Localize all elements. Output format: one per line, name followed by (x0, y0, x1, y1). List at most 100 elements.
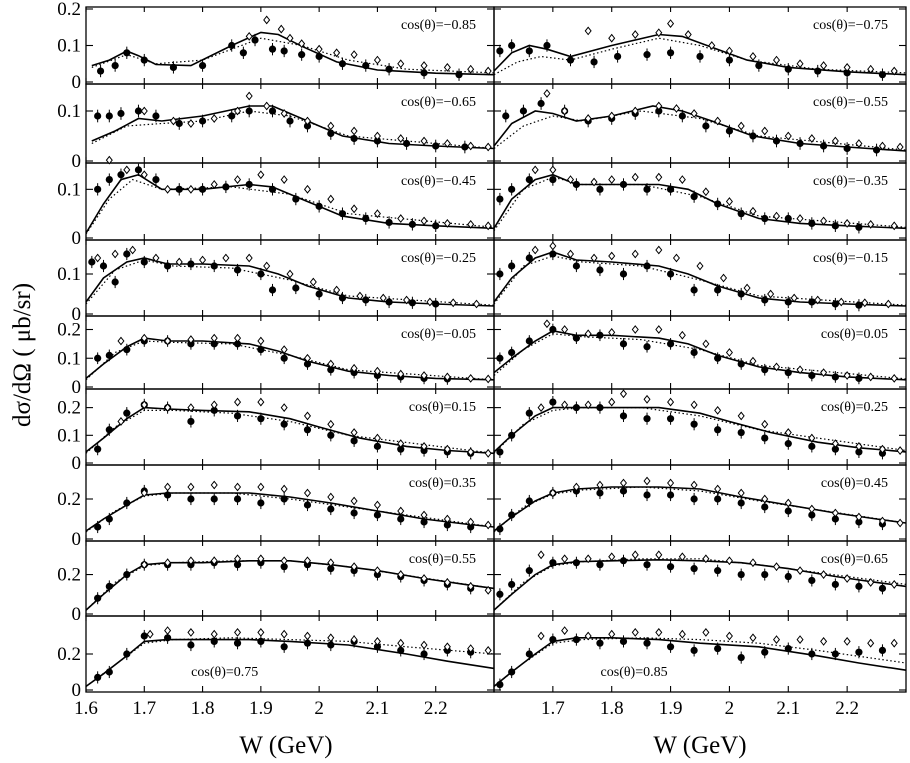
data-point-open (245, 253, 253, 263)
dotted-curve (91, 37, 495, 74)
data-point-filled (737, 360, 745, 368)
data-point-filled (525, 254, 533, 262)
data-point-filled (737, 428, 745, 437)
data-point-open (678, 629, 686, 639)
data-point-filled (105, 351, 113, 359)
dotted-curve (493, 637, 907, 687)
data-point-open (420, 136, 428, 146)
data-point-filled (508, 41, 516, 50)
data-point-open (843, 371, 851, 380)
data-point-filled (94, 594, 102, 602)
data-point-open (449, 298, 457, 308)
data-point-filled (373, 643, 382, 651)
data-point-open (123, 165, 131, 175)
panel-label: cos(θ)=−0.45 (401, 174, 476, 189)
data-point-open (767, 289, 775, 299)
data-point-filled (784, 369, 792, 377)
data-point-filled (134, 107, 143, 115)
data-point-filled (690, 348, 698, 357)
data-point-filled (362, 296, 370, 304)
data-point-filled (843, 144, 851, 153)
panel-label: cos(θ)=0.35 (409, 476, 476, 491)
data-point-open (761, 419, 769, 429)
solid-curve (91, 105, 495, 150)
data-point-open (152, 253, 160, 263)
data-point-open (373, 433, 381, 443)
data-point-filled (714, 495, 722, 503)
data-point-filled (123, 570, 131, 579)
data-point-open (631, 106, 639, 116)
data-point-filled (596, 331, 604, 339)
data-point-filled (105, 668, 113, 676)
data-point-filled (596, 489, 604, 497)
data-point-open (761, 126, 769, 136)
data-point-filled (519, 107, 528, 115)
data-point-filled (315, 52, 323, 61)
data-point-open (655, 101, 663, 111)
panel-2: cos(θ)=−0.75 (493, 6, 907, 85)
y-axis-title: dσ/dΩ ( μb/sr) (9, 283, 36, 427)
data-point-open (117, 336, 125, 346)
panel-label: cos(θ)=0.75 (191, 665, 258, 680)
data-point-filled (362, 214, 370, 223)
data-point-open (234, 175, 242, 185)
data-point-open (397, 134, 405, 143)
data-point-filled (94, 445, 102, 453)
data-point-filled (872, 146, 881, 154)
panel-label: cos(θ)=−0.25 (401, 251, 476, 266)
data-point-open (655, 172, 663, 182)
data-point-open (467, 581, 475, 591)
data-point-open (772, 55, 781, 65)
data-point-filled (655, 107, 663, 115)
data-point-filled (467, 523, 475, 531)
data-point-open (303, 488, 312, 498)
data-point-filled (94, 673, 102, 682)
data-point-filled (303, 426, 312, 434)
data-point-filled (525, 567, 533, 575)
data-point-open (403, 295, 411, 305)
data-point-open (749, 52, 757, 61)
data-point-open (708, 41, 716, 50)
data-point-open (584, 26, 592, 36)
data-point-filled (525, 176, 533, 184)
panel-label: cos(θ)=0.55 (409, 552, 476, 567)
data-point-open (187, 403, 195, 413)
data-point-open (667, 397, 675, 407)
panel-10: cos(θ)=0.05 (493, 315, 907, 390)
data-point-filled (123, 409, 131, 417)
data-point-filled (508, 580, 516, 589)
data-point-filled (808, 511, 816, 519)
data-point-open (590, 253, 598, 263)
data-point-open (590, 177, 598, 187)
data-point-open (164, 626, 172, 636)
panel-1: 0 0.1 0.2 cos(θ)=−0.85 (57, 0, 495, 93)
solid-curve (493, 406, 907, 453)
data-point-filled (94, 185, 102, 193)
panel-7: 0 0.1 cos(θ)=−0.25 (57, 239, 495, 325)
data-point-open (784, 131, 792, 141)
data-point-open (257, 397, 265, 407)
solid-curve (493, 251, 907, 307)
data-point-open (690, 400, 698, 410)
dotted-curve (493, 110, 907, 151)
data-point-filled (690, 420, 698, 428)
data-point-open (831, 136, 839, 146)
x-tick-label: 2.1 (776, 698, 800, 719)
data-point-open (855, 139, 863, 148)
solid-curve (85, 638, 495, 688)
data-point-filled (761, 366, 769, 374)
data-point-open (263, 15, 271, 25)
data-point-filled (105, 176, 113, 184)
data-point-open (397, 214, 405, 223)
data-point-filled (432, 222, 440, 230)
data-point-open (643, 476, 651, 486)
data-point-filled (784, 572, 792, 581)
data-point-open (467, 219, 475, 229)
y-tick-label: 0.2 (57, 0, 81, 20)
data-point-open (140, 400, 148, 410)
panel-12: cos(θ)=0.25 (493, 388, 907, 466)
panel-16: cos(θ)=0.65 (493, 540, 907, 617)
data-point-open (749, 633, 757, 643)
data-point-open (855, 441, 863, 451)
data-point-open (327, 121, 335, 131)
